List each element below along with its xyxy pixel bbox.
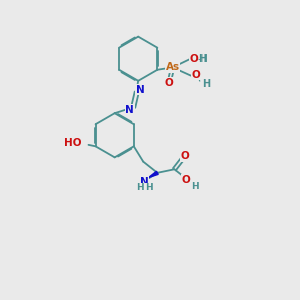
Text: H: H xyxy=(136,183,143,192)
Text: As: As xyxy=(166,62,180,72)
Text: O: O xyxy=(180,151,189,161)
Text: N: N xyxy=(125,105,134,115)
Text: HO: HO xyxy=(64,138,82,148)
Text: H: H xyxy=(198,54,206,64)
Text: O: O xyxy=(165,78,173,88)
Text: O: O xyxy=(190,54,199,64)
Text: H: H xyxy=(145,183,152,192)
Text: -H: -H xyxy=(198,54,208,64)
Text: H: H xyxy=(191,182,199,191)
Text: O: O xyxy=(182,175,190,184)
Text: O: O xyxy=(191,70,200,80)
Polygon shape xyxy=(148,171,158,178)
Text: H: H xyxy=(202,79,210,89)
Text: N: N xyxy=(136,85,145,94)
Text: N: N xyxy=(140,177,148,187)
